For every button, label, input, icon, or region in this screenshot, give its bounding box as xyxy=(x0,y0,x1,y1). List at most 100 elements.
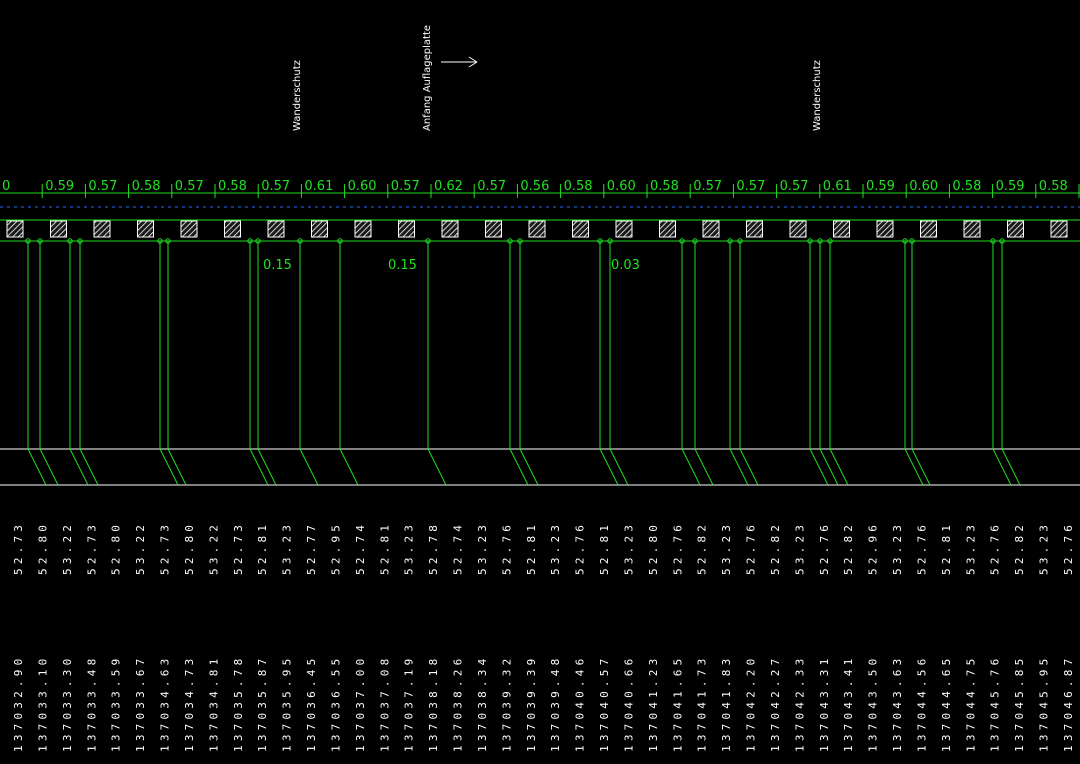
height-value: 52.81 xyxy=(940,521,953,575)
wanderschutz-label-2: Wanderschutz xyxy=(812,60,823,131)
sleeper xyxy=(528,220,546,238)
height-value: 52.96 xyxy=(867,521,880,575)
spacing-value: 0.59 xyxy=(45,179,74,194)
measurement-leader-diagonal xyxy=(1001,448,1021,486)
height-value: 52.73 xyxy=(232,521,245,575)
spacing-value: 0.58 xyxy=(564,179,593,194)
station-value: 137036.55 xyxy=(329,655,342,752)
height-value: 52.74 xyxy=(452,521,465,575)
station-value: 137033.10 xyxy=(36,655,49,752)
measurement-node xyxy=(692,238,698,244)
station-value: 137045.85 xyxy=(1013,655,1026,752)
spacing-value: 0.57 xyxy=(391,179,420,194)
measurement-node xyxy=(165,238,171,244)
measurement-node xyxy=(157,238,163,244)
sleeper xyxy=(485,220,502,238)
spacing-value: 0.58 xyxy=(132,179,161,194)
sleeper xyxy=(1007,220,1024,238)
spacing-value: 0.61 xyxy=(304,179,333,194)
spacing-value: 0.56 xyxy=(520,179,549,194)
station-value: 137037.08 xyxy=(378,655,391,752)
sleeper xyxy=(6,220,24,238)
measurement-node xyxy=(517,238,523,244)
station-value: 137038.26 xyxy=(452,655,465,752)
measurement-node xyxy=(999,238,1005,244)
measurement-leader-diagonal xyxy=(694,448,714,486)
station-value: 137043.50 xyxy=(867,655,880,752)
measurement-node xyxy=(507,238,513,244)
height-value: 52.76 xyxy=(915,521,928,575)
measurement-leader-diagonal xyxy=(39,448,59,486)
height-value: 52.73 xyxy=(85,521,98,575)
height-value: 53.23 xyxy=(891,521,904,575)
measurement-leader-diagonal xyxy=(609,448,629,486)
measurement-node xyxy=(737,238,743,244)
measurement-leader-diagonal xyxy=(819,448,839,486)
measurement-leader-diagonal xyxy=(681,448,701,486)
station-value: 137041.83 xyxy=(720,655,733,752)
sleeper xyxy=(789,220,807,238)
height-value: 52.80 xyxy=(36,521,49,575)
wanderschutz-label-1: Wanderschutz xyxy=(292,60,303,131)
measurement-leader-diagonal xyxy=(299,448,319,486)
sleeper xyxy=(398,220,415,238)
sleeper xyxy=(1050,220,1068,238)
height-value: 52.76 xyxy=(671,521,684,575)
height-value: 52.80 xyxy=(110,521,123,575)
measurement-leader-diagonal xyxy=(519,448,539,486)
spacing-value: 0.57 xyxy=(693,179,722,194)
spacing-value: 0.58 xyxy=(1039,179,1068,194)
measurement-node xyxy=(247,238,253,244)
spacing-value: 0.58 xyxy=(650,179,679,194)
measurement-node xyxy=(990,238,996,244)
station-value: 137042.27 xyxy=(769,655,782,752)
station-value: 137033.59 xyxy=(110,655,123,752)
height-value: 53.23 xyxy=(622,521,635,575)
measurement-leader-diagonal xyxy=(339,448,359,486)
height-value: 52.81 xyxy=(525,521,538,575)
measurement-node xyxy=(425,238,431,244)
sleeper xyxy=(833,220,850,238)
measurement-leader-diagonal xyxy=(911,448,931,486)
station-value: 137034.63 xyxy=(159,655,172,752)
measurement-table: 52.73 137032.90 52.80 137033.10 53.22 137033.… xyxy=(12,521,1075,752)
station-value: 137033.30 xyxy=(61,655,74,752)
height-value: 52.80 xyxy=(183,521,196,575)
measurement-node xyxy=(817,238,823,244)
station-value: 137034.81 xyxy=(207,655,220,752)
spacing-value: 0.60 xyxy=(909,179,938,194)
station-value: 137041.73 xyxy=(696,655,709,752)
height-value: 52.76 xyxy=(574,521,587,575)
station-value: 137043.31 xyxy=(818,655,831,752)
measurement-node xyxy=(902,238,908,244)
spacing-value: 0 xyxy=(2,179,10,194)
spacing-value: 0.59 xyxy=(866,179,895,194)
station-value: 137046.87 xyxy=(1062,655,1075,752)
measurement-leader-diagonal xyxy=(739,448,759,486)
rail-lines xyxy=(0,219,1080,486)
station-value: 137039.32 xyxy=(500,655,513,752)
sleeper xyxy=(311,220,328,238)
sleeper xyxy=(267,220,285,238)
sleeper xyxy=(572,220,589,238)
station-value: 137045.95 xyxy=(1038,655,1051,752)
gap-label: 0.15 xyxy=(388,258,417,273)
spacing-value: 0.57 xyxy=(261,179,290,194)
measurement-node xyxy=(337,238,343,244)
measurement-leader-diagonal xyxy=(829,448,849,486)
height-value: 52.76 xyxy=(745,521,758,575)
measurement-leader-diagonal xyxy=(27,448,47,486)
measurement-node xyxy=(727,238,733,244)
station-value: 137039.48 xyxy=(549,655,562,752)
height-value: 52.76 xyxy=(1062,521,1075,575)
station-value: 137033.48 xyxy=(85,655,98,752)
measurement-leader-diagonal xyxy=(992,448,1012,486)
height-value: 53.23 xyxy=(281,521,294,575)
measurement-leader-diagonal xyxy=(427,448,447,486)
height-value: 52.76 xyxy=(989,521,1002,575)
height-value: 52.73 xyxy=(12,521,25,575)
sleeper xyxy=(876,220,894,238)
measurement-node xyxy=(909,238,915,244)
measurement-node xyxy=(25,238,31,244)
measurement-leader-diagonal xyxy=(249,448,269,486)
